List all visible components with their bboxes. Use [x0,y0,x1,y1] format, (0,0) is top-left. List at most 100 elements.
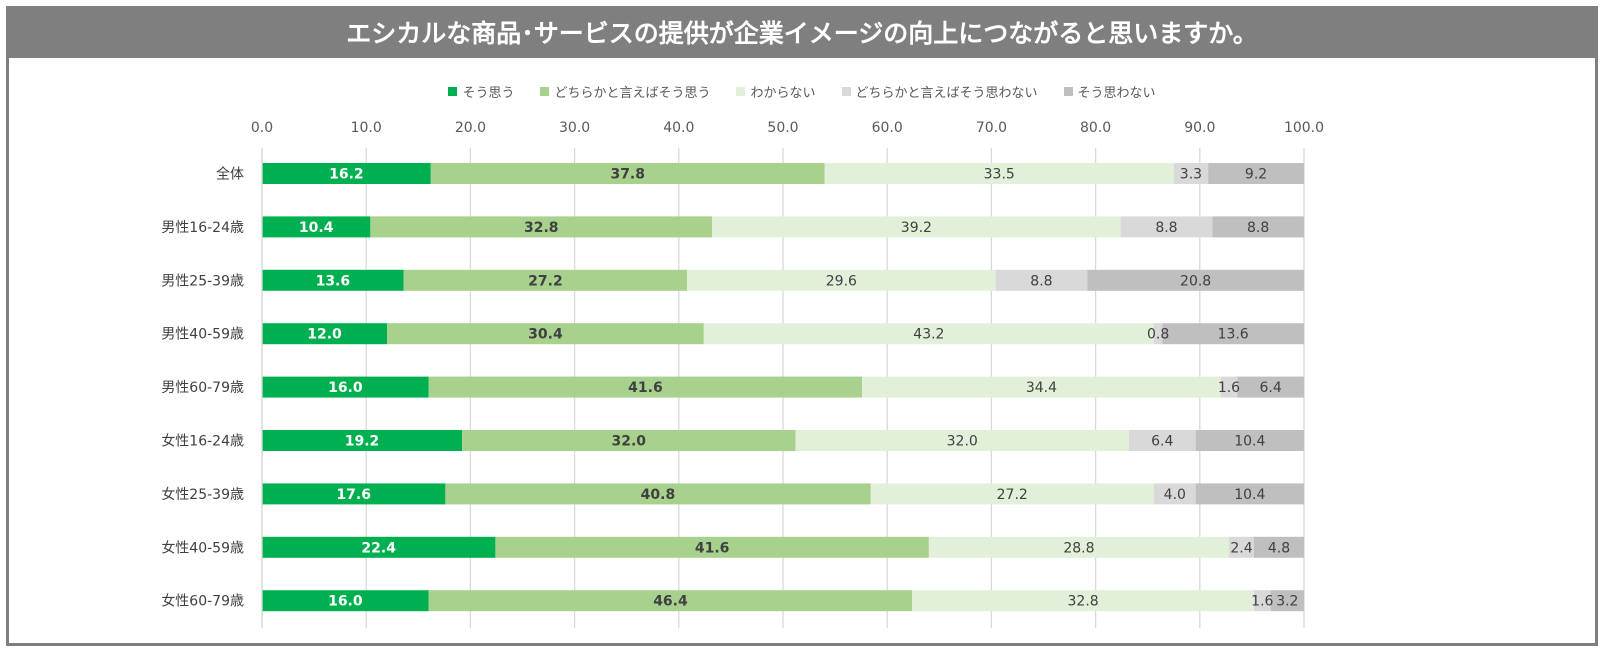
data-label: 37.8 [610,167,645,183]
data-label: 13.6 [1218,327,1249,343]
data-label: 6.4 [1151,434,1173,450]
category-label: 女性60-79歳 [161,593,244,610]
bar-segment [824,163,1174,184]
legend-label: そう思わない [1077,85,1156,101]
x-tick-label: 50.0 [767,120,798,136]
x-tick-label: 0.0 [251,120,273,136]
legend-item: どちらかと言えばそう思う [540,82,710,101]
legend-label: そう思う [462,85,515,101]
bar-segment [928,536,1229,558]
bar-segment [1237,376,1304,398]
bar-segment [1212,216,1304,238]
bar-segment [1220,376,1238,398]
legend-label: わからない [750,85,816,101]
bar-segment [387,323,704,345]
data-label: 32.0 [947,434,978,450]
data-label: 27.2 [528,273,563,289]
data-label: 34.4 [1026,380,1057,396]
bar-segment [703,323,1154,345]
data-label: 41.6 [695,540,730,556]
bar-segment [262,536,496,558]
data-label: 10.4 [1234,487,1265,503]
data-label: 2.4 [1230,540,1252,556]
bar-segment [428,376,863,398]
legend-swatch [448,86,458,96]
legend-item: そう思う [448,82,514,101]
x-tick-label: 100.0 [1284,120,1324,136]
bar-segment [1087,269,1304,291]
bar-segment [262,269,404,291]
bar-segment [912,590,1254,612]
legend-item: そう思わない [1063,82,1156,101]
legend-swatch [841,86,851,96]
bar-segment [862,376,1221,398]
data-label: 41.6 [628,380,663,396]
category-label: 女性40-59歳 [161,539,244,556]
data-label: 19.2 [345,434,380,450]
data-label: 28.8 [1063,540,1094,556]
bar-segment [262,323,388,345]
data-label: 17.6 [336,487,371,503]
data-label: 22.4 [361,540,396,556]
bar-segment [1253,536,1304,558]
data-label: 4.8 [1268,540,1290,556]
bar-segment [795,430,1129,451]
bar-segment [495,536,929,558]
data-label: 8.8 [1155,220,1177,236]
x-tick-label: 70.0 [976,120,1007,136]
bar-segment [1208,163,1304,184]
data-label: 12.0 [307,327,342,343]
data-label: 32.0 [612,434,647,450]
data-label: 0.8 [1147,327,1169,343]
data-label: 13.6 [316,273,351,289]
bar-segment [430,163,825,184]
chart-title: エシカルな商品･サービスの提供が企業イメージの向上につながると思いますか。 [6,6,1598,58]
data-label: 33.5 [984,167,1015,183]
x-tick-label: 20.0 [455,120,486,136]
legend-label: どちらかと言えばそう思う [554,85,711,101]
category-label: 女性25-39歳 [161,486,244,503]
bar-segment [428,590,913,612]
x-tick-label: 30.0 [559,120,590,136]
bar-segment [262,483,446,505]
data-label: 16.0 [328,594,363,610]
data-label: 3.3 [1180,167,1202,183]
category-label: 男性60-79歳 [161,380,244,396]
category-label: 男性25-39歳 [161,273,244,289]
data-label: 46.4 [653,594,688,610]
data-label: 1.6 [1218,380,1240,396]
data-label: 8.8 [1247,220,1269,236]
data-label: 29.6 [826,273,857,289]
category-label: 全体 [216,166,244,183]
bar-segment [262,376,429,398]
bar-segment [462,430,796,451]
bar-segment [1195,430,1304,451]
legend-item: どちらかと言えばそう思わない [841,82,1038,101]
data-label: 3.2 [1276,594,1298,610]
legend: そう思う どちらかと言えばそう思う わからない どちらかと言えばそう思わない そう思わな… [0,80,1604,102]
data-label: 43.2 [913,327,944,343]
legend-swatch [1063,86,1073,96]
data-label: 32.8 [1068,594,1099,610]
bar-segment [1153,483,1196,505]
data-label: 39.2 [901,220,932,236]
x-tick-label: 80.0 [1080,120,1111,136]
data-label: 16.0 [328,380,363,396]
data-label: 32.8 [524,220,559,236]
bar-segment [1120,216,1213,238]
bar-segment [262,216,371,238]
data-label: 30.4 [528,327,563,343]
bar-segment [262,590,429,612]
bar-segment [1253,590,1271,612]
bar-segment [1270,590,1304,612]
legend-item: わからない [736,82,816,101]
bar-segment [1153,323,1163,345]
x-tick-label: 10.0 [351,120,382,136]
legend-label: どちらかと言えばそう思わない [855,85,1038,101]
data-label: 6.4 [1260,380,1282,396]
bar-segment [403,269,688,291]
data-label: 1.6 [1251,594,1273,610]
bar-segment [870,483,1154,505]
legend-swatch [736,86,746,96]
